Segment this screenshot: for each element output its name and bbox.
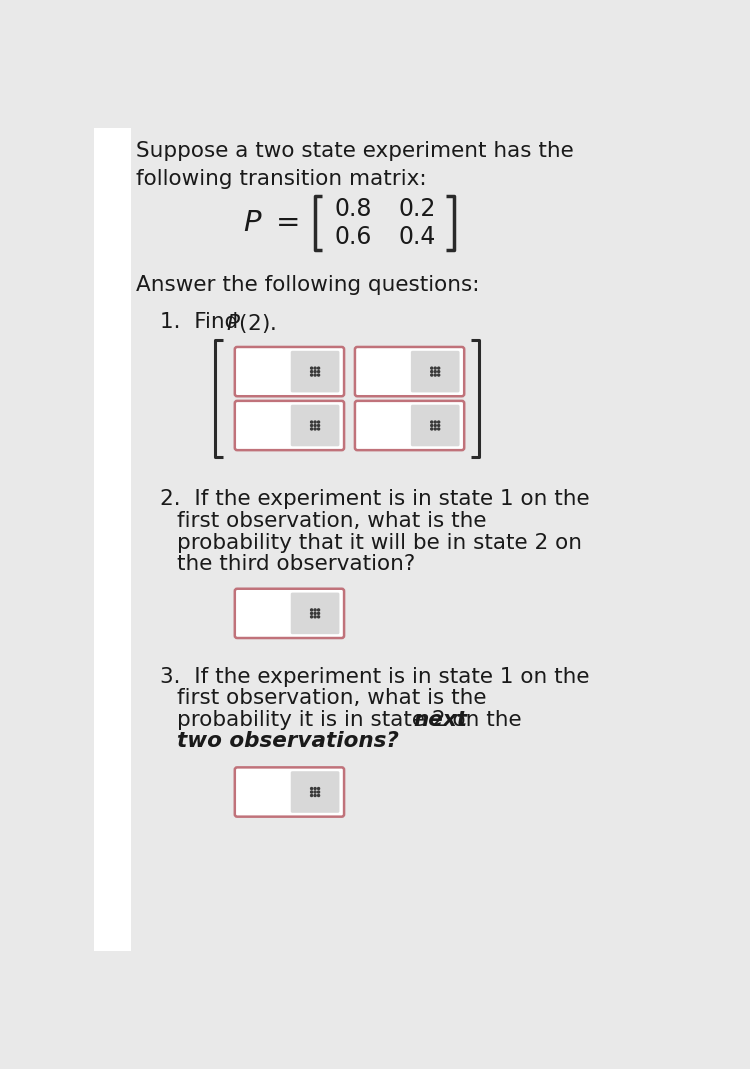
Circle shape: [317, 616, 320, 618]
Text: $P\ =$: $P\ =$: [243, 210, 299, 237]
Text: probability it is in state 2 on the: probability it is in state 2 on the: [178, 710, 529, 730]
Text: following transition matrix:: following transition matrix:: [136, 169, 427, 189]
Text: 0.4: 0.4: [398, 224, 436, 249]
Circle shape: [430, 424, 433, 427]
Circle shape: [317, 374, 320, 376]
Circle shape: [314, 424, 316, 427]
Circle shape: [314, 609, 316, 610]
Circle shape: [314, 788, 316, 790]
FancyBboxPatch shape: [291, 351, 340, 392]
FancyBboxPatch shape: [235, 347, 344, 397]
Circle shape: [434, 371, 436, 373]
Text: $P(2)$.: $P(2)$.: [226, 312, 275, 336]
Text: 0.8: 0.8: [334, 197, 372, 221]
Circle shape: [434, 428, 436, 430]
FancyBboxPatch shape: [94, 128, 131, 951]
Circle shape: [317, 613, 320, 615]
Circle shape: [434, 424, 436, 427]
Text: Answer the following questions:: Answer the following questions:: [136, 276, 480, 295]
Circle shape: [430, 371, 433, 373]
FancyBboxPatch shape: [411, 405, 460, 446]
Circle shape: [310, 428, 313, 430]
Text: first observation, what is the: first observation, what is the: [178, 688, 487, 708]
Text: the third observation?: the third observation?: [178, 554, 416, 574]
Circle shape: [438, 374, 440, 376]
Circle shape: [430, 428, 433, 430]
FancyBboxPatch shape: [411, 351, 460, 392]
Circle shape: [317, 421, 320, 423]
Text: 1.  Find: 1. Find: [160, 312, 244, 332]
Text: next: next: [414, 710, 468, 730]
Circle shape: [430, 421, 433, 423]
Text: first observation, what is the: first observation, what is the: [178, 511, 487, 531]
Circle shape: [317, 424, 320, 427]
Circle shape: [317, 609, 320, 610]
FancyBboxPatch shape: [355, 401, 464, 450]
Circle shape: [314, 371, 316, 373]
Circle shape: [438, 424, 440, 427]
FancyBboxPatch shape: [235, 768, 344, 817]
Text: 0.6: 0.6: [334, 224, 372, 249]
Circle shape: [438, 371, 440, 373]
Circle shape: [317, 367, 320, 369]
Text: 3.  If the experiment is in state 1 on the: 3. If the experiment is in state 1 on th…: [160, 666, 590, 686]
Circle shape: [310, 374, 313, 376]
Circle shape: [310, 791, 313, 793]
Text: 2.  If the experiment is in state 1 on the: 2. If the experiment is in state 1 on th…: [160, 490, 590, 510]
FancyBboxPatch shape: [235, 589, 344, 638]
Circle shape: [434, 421, 436, 423]
Circle shape: [317, 371, 320, 373]
Circle shape: [310, 788, 313, 790]
FancyBboxPatch shape: [291, 405, 340, 446]
FancyBboxPatch shape: [235, 401, 344, 450]
Text: two observations?: two observations?: [178, 731, 399, 752]
Circle shape: [314, 613, 316, 615]
Circle shape: [310, 367, 313, 369]
Text: probability that it will be in state 2 on: probability that it will be in state 2 o…: [178, 532, 583, 553]
Circle shape: [314, 428, 316, 430]
FancyBboxPatch shape: [291, 771, 340, 812]
Circle shape: [434, 374, 436, 376]
Circle shape: [314, 616, 316, 618]
Circle shape: [314, 791, 316, 793]
Circle shape: [438, 367, 440, 369]
Circle shape: [438, 421, 440, 423]
Circle shape: [310, 609, 313, 610]
Circle shape: [310, 424, 313, 427]
Circle shape: [310, 794, 313, 796]
Circle shape: [317, 791, 320, 793]
Text: 0.2: 0.2: [398, 197, 436, 221]
Circle shape: [310, 616, 313, 618]
Circle shape: [310, 421, 313, 423]
FancyBboxPatch shape: [291, 592, 340, 634]
Circle shape: [314, 421, 316, 423]
FancyBboxPatch shape: [355, 347, 464, 397]
Circle shape: [310, 371, 313, 373]
Circle shape: [438, 428, 440, 430]
Circle shape: [317, 794, 320, 796]
Circle shape: [314, 374, 316, 376]
Text: Suppose a two state experiment has the: Suppose a two state experiment has the: [136, 141, 574, 161]
Circle shape: [314, 367, 316, 369]
Circle shape: [314, 794, 316, 796]
Circle shape: [310, 613, 313, 615]
Circle shape: [317, 788, 320, 790]
Circle shape: [317, 428, 320, 430]
Circle shape: [430, 367, 433, 369]
Circle shape: [434, 367, 436, 369]
Circle shape: [430, 374, 433, 376]
